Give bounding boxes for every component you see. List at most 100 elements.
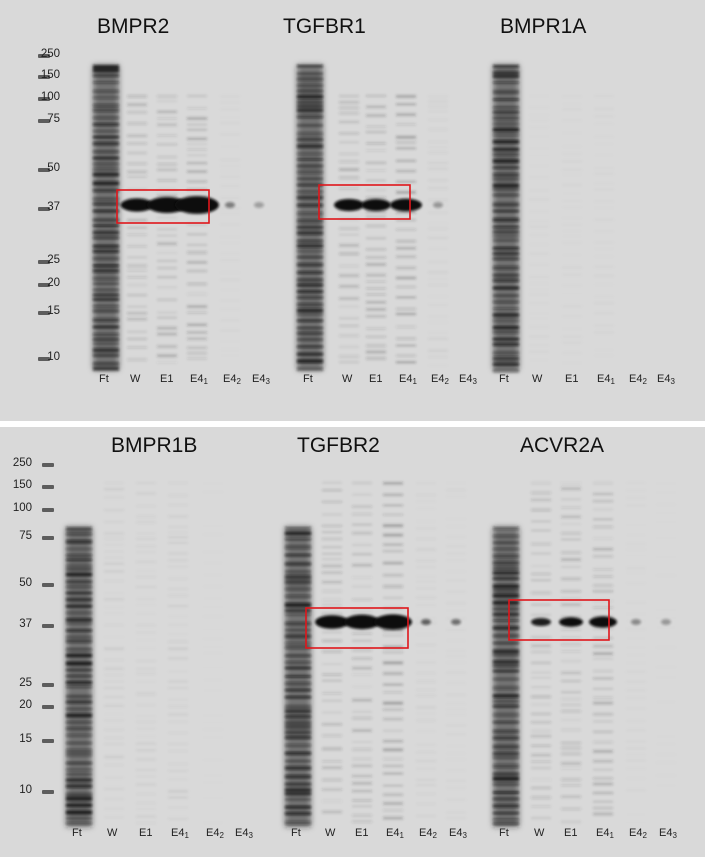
lane-band xyxy=(626,697,646,700)
lane-band xyxy=(352,799,372,802)
lane-band xyxy=(220,213,240,215)
lane-band xyxy=(626,754,646,756)
lane-band xyxy=(352,532,372,535)
lane-band xyxy=(561,718,581,722)
lane-band xyxy=(383,493,403,496)
lane-band xyxy=(594,123,614,125)
lane-band xyxy=(187,123,207,126)
lane-band xyxy=(285,709,311,714)
lane-band xyxy=(339,120,359,124)
lane-band xyxy=(531,636,551,639)
lane-band xyxy=(220,122,240,125)
lane-faint-bands xyxy=(104,488,124,759)
lane-band xyxy=(493,70,519,75)
lane-band xyxy=(104,508,124,512)
lane-band xyxy=(593,677,613,680)
lane-band xyxy=(339,334,359,338)
lane-band xyxy=(529,294,549,296)
lane-band xyxy=(366,301,386,304)
lane-band xyxy=(626,602,646,604)
lane-label-subscript: 3 xyxy=(248,831,253,840)
lane-band xyxy=(104,532,124,535)
lane-band xyxy=(187,352,207,355)
lane-band xyxy=(396,312,416,315)
lane-band xyxy=(93,268,119,274)
lane-faint-bands xyxy=(168,504,188,820)
lane-band xyxy=(297,326,323,329)
lane-band xyxy=(383,729,403,732)
lane-band xyxy=(428,349,448,353)
lane-band xyxy=(339,132,359,135)
lane-band xyxy=(416,743,436,746)
lane-faint-bands xyxy=(593,482,613,816)
lane-band xyxy=(220,348,240,350)
lane-band xyxy=(446,545,466,547)
lane-band xyxy=(416,815,436,818)
lane-band xyxy=(339,285,359,288)
lane-band xyxy=(187,170,207,173)
lane-band xyxy=(428,152,448,154)
lane-band xyxy=(656,638,676,641)
lane-label-main: E1 xyxy=(160,373,174,385)
lane-band xyxy=(187,233,207,236)
lane-band xyxy=(339,160,359,163)
lane-band xyxy=(493,81,519,84)
lane-band xyxy=(93,309,119,313)
lane-band xyxy=(297,337,323,342)
lane-band xyxy=(593,606,613,609)
lane-band xyxy=(593,590,613,593)
lane-band xyxy=(127,162,147,165)
lane-band xyxy=(593,599,613,603)
lane-band xyxy=(297,262,323,267)
lane-band xyxy=(626,524,646,526)
lane-band xyxy=(285,537,311,541)
lane-band xyxy=(136,793,156,795)
flow-through-bands xyxy=(285,527,311,826)
lane-band xyxy=(168,732,188,734)
ladder-band xyxy=(42,583,54,587)
lane-band xyxy=(593,741,613,744)
lane-band xyxy=(416,706,436,709)
lane-band xyxy=(493,584,519,589)
lane-band xyxy=(493,772,519,776)
lane-band xyxy=(416,793,436,795)
lane-band xyxy=(285,634,311,639)
lane-band xyxy=(285,675,311,678)
lane-band xyxy=(339,106,359,109)
lane-band xyxy=(352,673,372,676)
target-protein-band xyxy=(147,197,187,213)
lane-band xyxy=(136,482,156,484)
lane-band xyxy=(187,305,207,308)
lane-band xyxy=(203,791,223,793)
lane-band xyxy=(493,193,519,197)
lane-band xyxy=(529,147,549,150)
lane-label-subscript: 1 xyxy=(610,377,615,386)
lane-band xyxy=(168,687,188,690)
target-protein-band xyxy=(315,615,349,629)
lane-band xyxy=(493,368,519,373)
lane-band xyxy=(656,689,676,691)
lane-band xyxy=(561,762,581,765)
lane-band xyxy=(626,582,646,584)
lane-band xyxy=(593,696,613,699)
lane-band xyxy=(322,581,342,584)
lane-band xyxy=(127,358,147,362)
lane-label-subscript: 1 xyxy=(184,831,189,840)
lane-band xyxy=(66,685,92,688)
lane-band xyxy=(322,639,342,642)
lane-band xyxy=(446,640,466,642)
lane-band xyxy=(416,694,436,697)
lane-label-main: E4 xyxy=(459,373,473,385)
lane-label: E43 xyxy=(252,373,270,386)
lane-label-main: Ft xyxy=(499,373,509,385)
lane-band xyxy=(529,252,549,255)
lane-band xyxy=(322,538,342,540)
lane-band xyxy=(428,161,448,165)
lane-band xyxy=(168,778,188,781)
lane-band xyxy=(656,815,676,817)
lane-band xyxy=(127,175,147,178)
lane-band xyxy=(136,570,156,572)
lane-band xyxy=(157,298,177,301)
lane-label: E1 xyxy=(160,373,173,385)
lane-band xyxy=(366,308,386,311)
